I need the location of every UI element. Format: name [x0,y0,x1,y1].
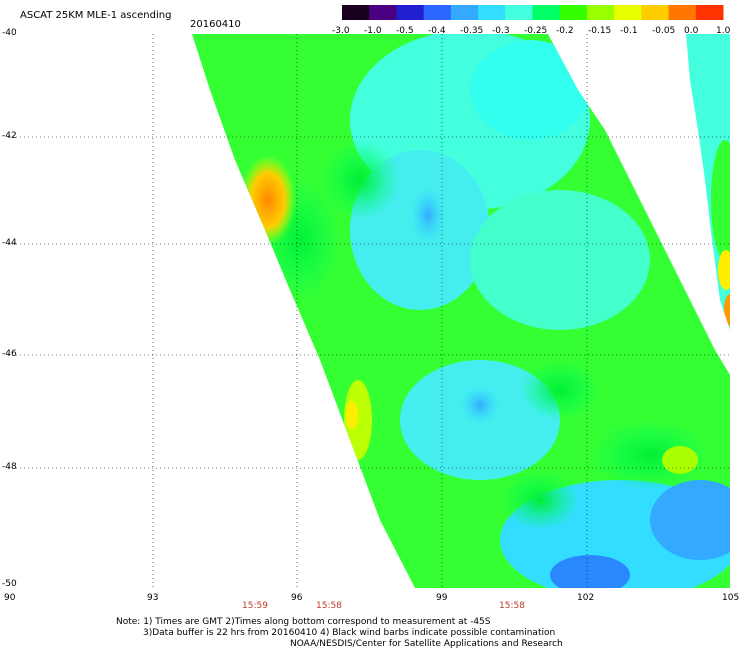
colorbar-swatch [668,5,697,20]
wind-swath-right [686,34,730,330]
colorbar-label: -3.0 [332,26,350,36]
colorbar-swatch [396,5,425,20]
lat-label: -50 [2,579,17,589]
map-date: 20160410 [190,19,241,30]
map-title: ASCAT 25KM MLE-1 ascending [20,10,172,21]
colorbar-swatch [505,5,533,20]
colorbar-label: -0.35 [460,26,484,36]
colorbar-label: -0.15 [588,26,612,36]
colorbar-label: -0.5 [396,26,414,36]
grid-lines [8,34,730,588]
lat-label: -40 [2,28,17,38]
lon-label: 90 [4,593,16,603]
note-line-1: Note: 1) Times are GMT 2)Times along bot… [116,617,491,627]
lon-label: 102 [577,593,595,603]
colorbar-label: -0.2 [556,26,574,36]
colorbar-label: 0.0 [684,26,699,36]
colorbar [342,5,724,20]
colorbar-label: -0.1 [620,26,638,36]
lat-label: -48 [2,462,17,472]
colorbar-swatch [559,5,588,20]
colorbar-label: -0.4 [428,26,446,36]
colorbar-label: -0.25 [524,26,548,36]
lat-label: -46 [2,349,17,359]
colorbar-swatch [532,5,561,20]
lon-label: 105 [722,593,740,603]
colorbar-swatch [478,5,506,20]
lon-label: 93 [147,593,159,603]
colorbar-swatch [586,5,615,20]
colorbar-swatch [695,5,724,20]
colorbar-swatch [450,5,479,20]
note-line-2: 3)Data buffer is 22 hrs from 20160410 4)… [143,628,556,638]
colorbar-swatch [614,5,642,20]
colorbar-label: -1.0 [364,26,382,36]
colorbar-swatch [423,5,452,20]
time-label: 15:59 [242,601,268,611]
lat-label: -42 [2,131,17,141]
colorbar-swatch [342,5,370,20]
lat-label: -44 [2,238,17,248]
colorbar-label: 1.0 [716,26,731,36]
colorbar-label: -0.05 [652,26,676,36]
lon-label: 99 [436,593,448,603]
wind-swath [192,34,730,588]
time-label: 15:58 [316,601,342,611]
note-line-3: NOAA/NESDIS/Center for Satellite Applica… [290,639,563,649]
colorbar-swatch [641,5,670,20]
time-label: 15:58 [499,601,525,611]
colorbar-swatch [369,5,397,20]
colorbar-label: -0.3 [492,26,510,36]
lon-label: 96 [291,593,303,603]
